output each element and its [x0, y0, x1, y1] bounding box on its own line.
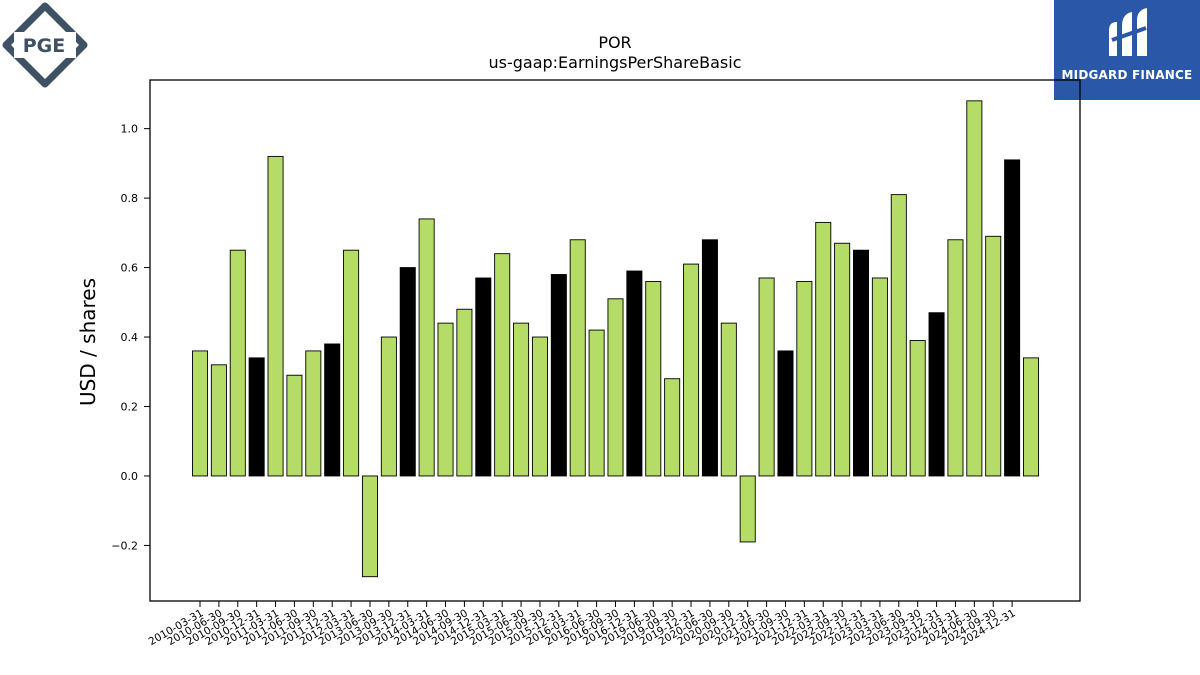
bar [966, 100, 983, 477]
y-tick-label: 0.4 [121, 331, 139, 344]
bar [399, 267, 416, 477]
bar [456, 308, 473, 477]
bar [324, 343, 341, 477]
bar [777, 350, 794, 477]
midgard-finance-logo: MIDGARD FINANCE [1054, 0, 1200, 100]
bar [607, 298, 624, 477]
bar [815, 221, 832, 477]
bar [437, 322, 454, 477]
pge-logo-text: PGE [23, 35, 66, 57]
bar [229, 249, 246, 477]
bar [871, 277, 888, 477]
bar [191, 350, 209, 477]
bar [380, 336, 397, 477]
pge-logo: PGE [2, 2, 88, 88]
bar [494, 253, 511, 477]
bar [343, 249, 360, 477]
bar [985, 235, 1002, 477]
bar [475, 277, 492, 477]
y-axis-ticks: −0.2 0.0 0.2 0.4 0.6 0.8 1.0 [111, 123, 150, 552]
bar [418, 218, 435, 477]
bar [531, 336, 548, 477]
bar [286, 374, 303, 477]
bars-group [191, 100, 1040, 578]
y-tick-label: 0.6 [121, 262, 139, 275]
bar [550, 274, 567, 477]
chart-title: POR [598, 33, 631, 52]
bar [947, 239, 964, 477]
bar [267, 155, 284, 477]
bar [701, 239, 718, 477]
y-tick-label: 0.0 [121, 470, 139, 483]
bar [739, 475, 756, 543]
bar [758, 277, 775, 477]
plot-frame [149, 79, 1081, 602]
bar [720, 322, 737, 477]
bar [210, 364, 227, 477]
bar [853, 249, 870, 477]
bar [361, 475, 378, 578]
y-tick-label: 0.8 [121, 192, 139, 205]
bar [664, 378, 681, 477]
y-tick-label: 0.2 [121, 400, 139, 413]
bar [683, 263, 700, 477]
y-axis-label: USD / shares [76, 278, 100, 406]
midgard-mark-icon [1109, 8, 1147, 56]
bar [645, 281, 662, 477]
chart-subtitle: us-gaap:EarningsPerShareBasic [488, 53, 741, 72]
bar [834, 242, 851, 477]
bar [513, 322, 530, 477]
bar [569, 239, 586, 477]
bar [796, 281, 813, 477]
bar [928, 312, 945, 477]
bar [305, 350, 322, 477]
bar [1004, 159, 1021, 477]
bar [626, 270, 643, 477]
midgard-logo-text: MIDGARD FINANCE [1061, 68, 1193, 82]
bar [909, 340, 926, 477]
y-tick-label: 1.0 [121, 123, 139, 136]
bar [1023, 357, 1040, 477]
bar [890, 194, 907, 477]
bar [248, 357, 265, 477]
y-tick-label: −0.2 [111, 539, 138, 552]
x-axis-ticks: 2010-03-312010-06-302010-09-302010-12-31… [147, 601, 1018, 648]
bar [588, 329, 605, 477]
